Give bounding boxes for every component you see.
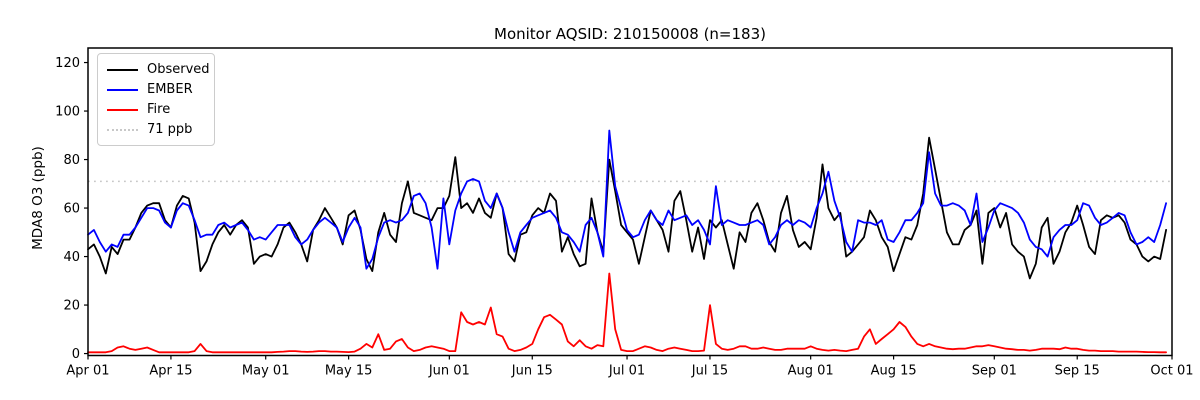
svg-text:120: 120 <box>55 56 80 71</box>
legend-label-ember: EMBER <box>147 82 193 97</box>
fire-line-sample <box>107 109 138 111</box>
svg-text:May 01: May 01 <box>242 364 290 379</box>
legend-label-observed: Observed <box>147 62 210 77</box>
svg-text:Apr 15: Apr 15 <box>149 364 192 379</box>
svg-text:40: 40 <box>63 250 80 265</box>
legend-item-observed: Observed <box>107 60 214 80</box>
legend-item-fire: Fire <box>107 100 214 120</box>
svg-text:Jun 15: Jun 15 <box>511 364 553 379</box>
svg-text:May 15: May 15 <box>325 364 373 379</box>
legend-label-refline: 71 ppb <box>147 122 193 137</box>
svg-text:Oct 01: Oct 01 <box>1150 364 1193 379</box>
svg-text:60: 60 <box>63 202 80 217</box>
svg-text:Jun 01: Jun 01 <box>428 364 470 379</box>
refline-line-sample <box>107 129 138 131</box>
legend-item-ember: EMBER <box>107 80 214 100</box>
legend: Observed EMBER Fire 71 ppb <box>97 53 215 146</box>
svg-text:Apr 01: Apr 01 <box>66 364 109 379</box>
svg-text:100: 100 <box>55 105 80 120</box>
svg-text:0: 0 <box>72 347 80 362</box>
svg-text:Sep 01: Sep 01 <box>972 364 1017 379</box>
svg-text:20: 20 <box>63 299 80 314</box>
svg-text:80: 80 <box>63 153 80 168</box>
svg-text:Aug 01: Aug 01 <box>788 364 834 379</box>
chart-title: Monitor AQSID: 210150008 (n=183) <box>494 25 766 43</box>
svg-text:Sep 15: Sep 15 <box>1055 364 1100 379</box>
legend-item-refline: 71 ppb <box>107 120 214 140</box>
ember-line-sample <box>107 89 138 91</box>
observed-line-sample <box>107 69 138 71</box>
svg-text:Aug 15: Aug 15 <box>871 364 917 379</box>
svg-text:Jul 15: Jul 15 <box>691 364 728 379</box>
legend-label-fire: Fire <box>147 102 171 117</box>
svg-text:Jul 01: Jul 01 <box>608 364 645 379</box>
